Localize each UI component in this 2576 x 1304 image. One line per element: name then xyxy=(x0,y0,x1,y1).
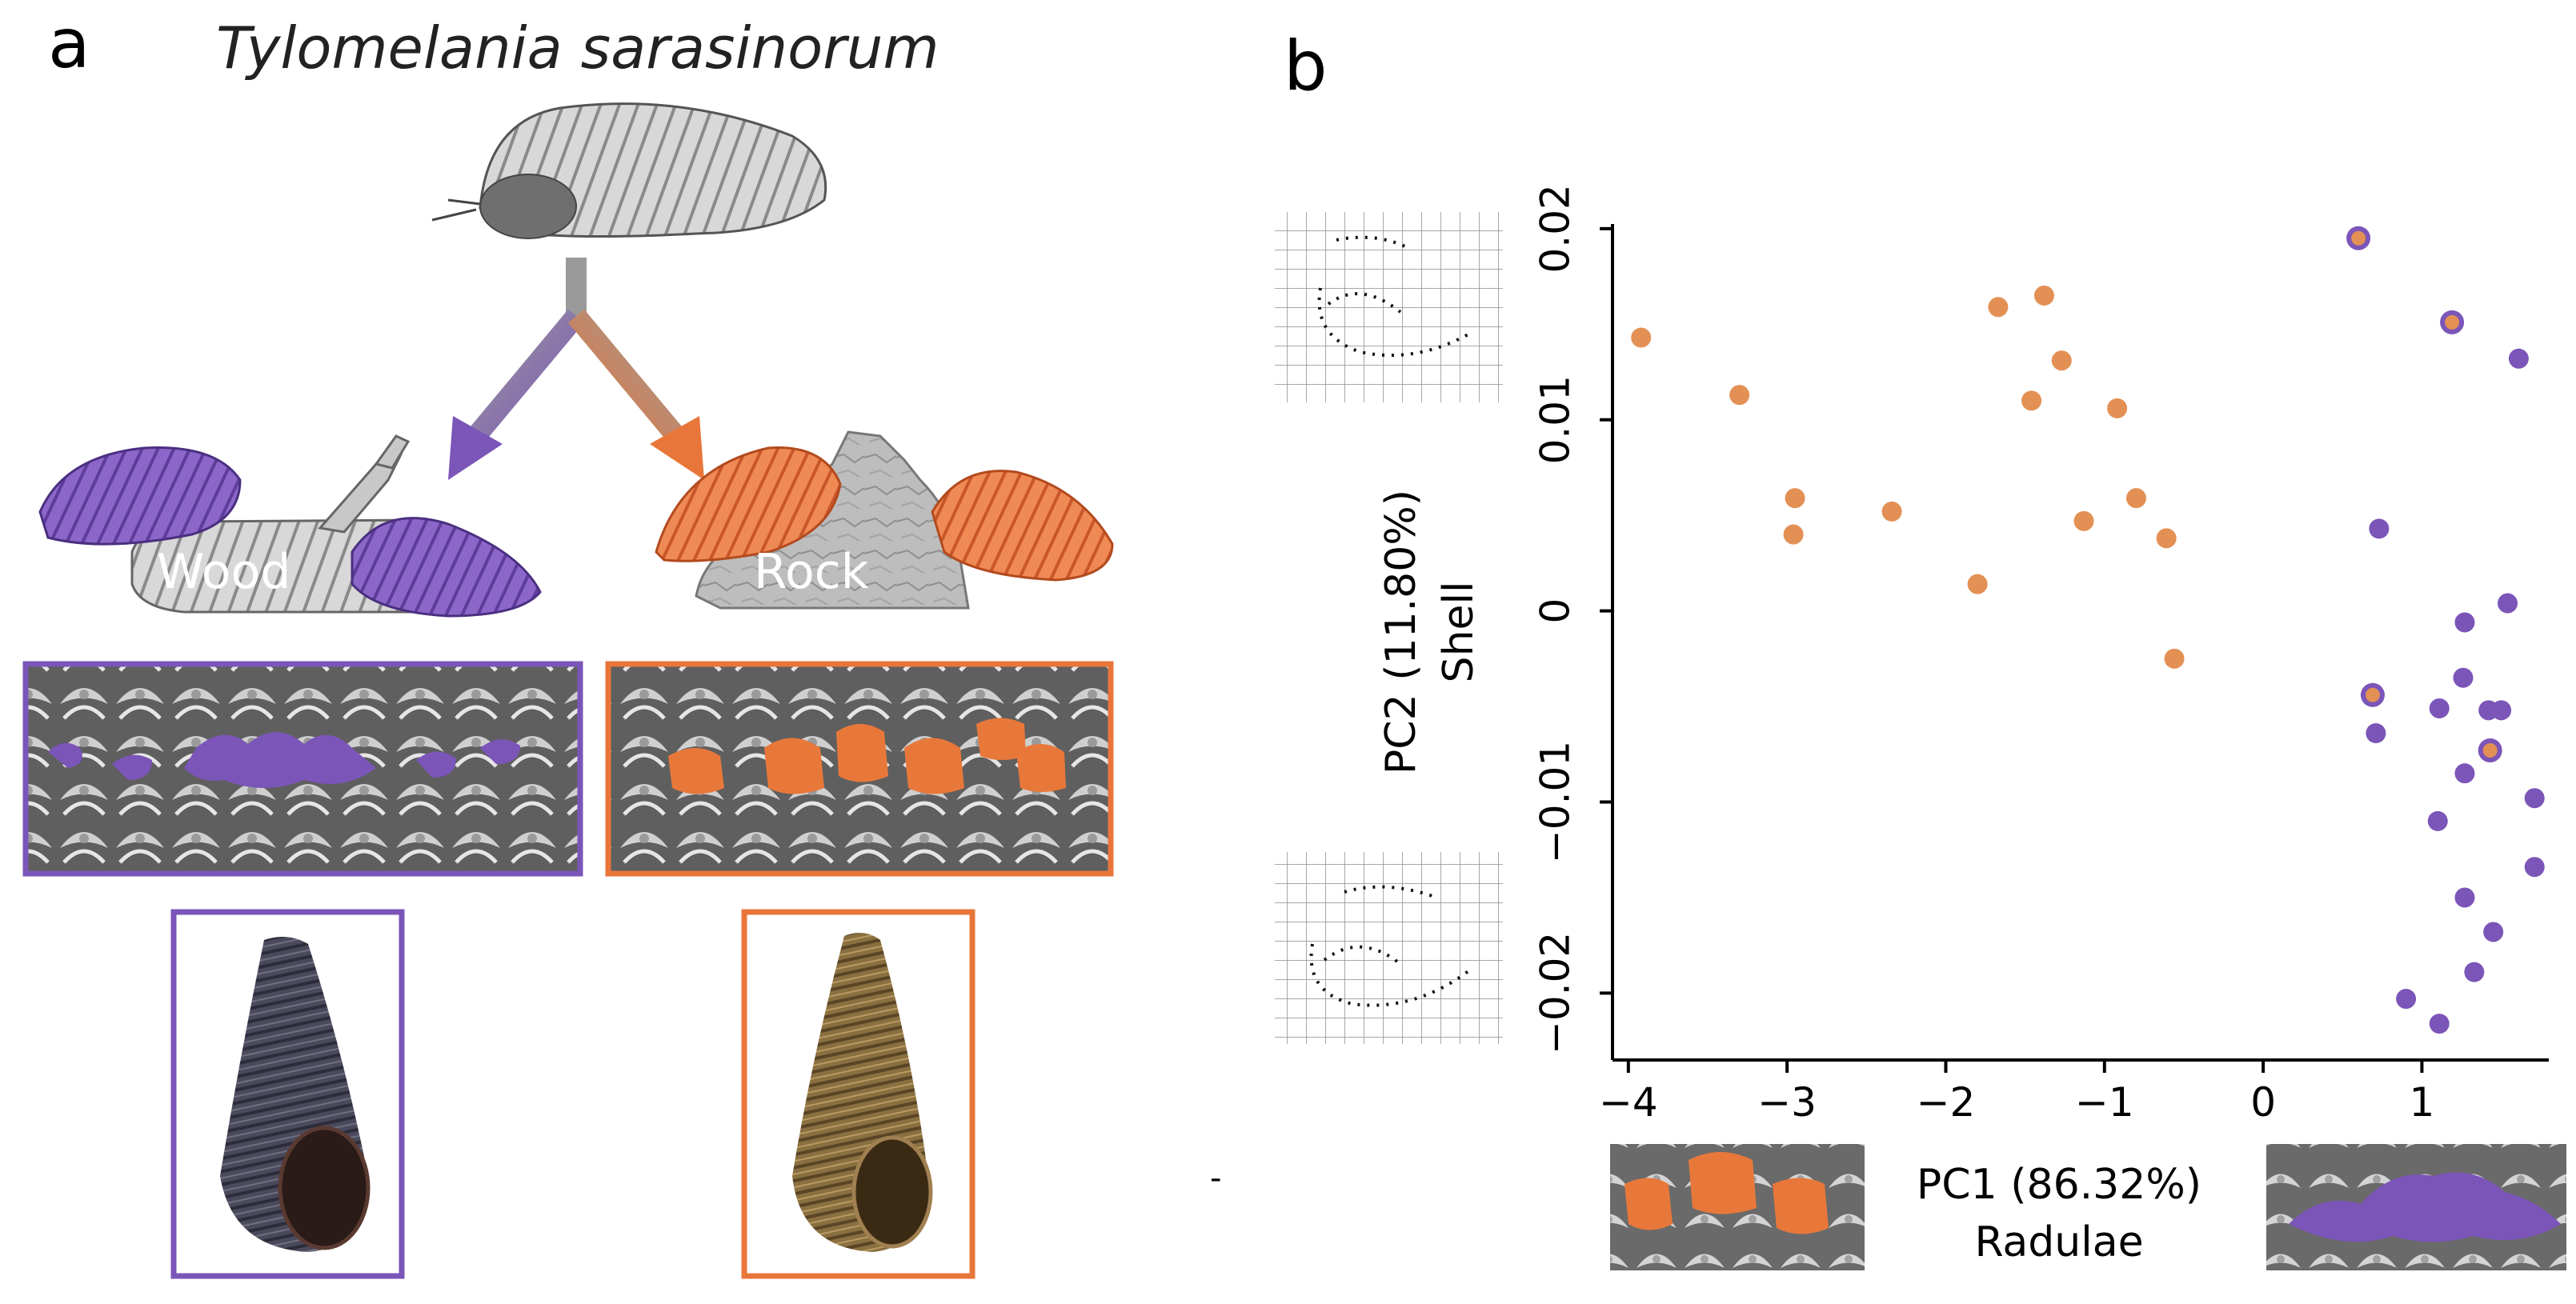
data-point xyxy=(2429,1014,2450,1034)
data-point xyxy=(2156,528,2177,549)
data-point xyxy=(2454,612,2475,633)
x-tick-label: −2 xyxy=(1917,1079,1976,1126)
panel-a-illustration: Wood Rock xyxy=(22,102,1114,1279)
y-tick-label: 0 xyxy=(1532,598,1579,624)
y-tick-label: 0.02 xyxy=(1532,184,1579,273)
x-tick-label: 0 xyxy=(2250,1079,2276,1126)
data-point xyxy=(2125,488,2146,509)
x-axis-subtitle: Radulae xyxy=(1974,1218,2143,1266)
data-point xyxy=(2454,763,2475,784)
data-point xyxy=(2051,350,2072,371)
data-point xyxy=(2369,518,2390,539)
data-point xyxy=(2366,723,2386,743)
y-tick-label: 0.01 xyxy=(1532,375,1579,464)
data-point xyxy=(2365,687,2380,702)
data-point xyxy=(1785,488,1805,509)
data-point xyxy=(1967,574,1988,594)
rock-snail-icon xyxy=(655,446,1114,582)
x-tick-label: −3 xyxy=(1757,1079,1817,1126)
y-tick-label: −0.02 xyxy=(1532,932,1579,1054)
data-point xyxy=(2524,857,2545,878)
data-point xyxy=(2033,285,2054,306)
shape-deformation-grid-bottom xyxy=(1275,852,1503,1044)
x-tick-label: 1 xyxy=(2410,1079,2435,1126)
y-axis-subtitle: Shell xyxy=(1435,582,1483,683)
data-point xyxy=(2453,667,2474,688)
data-point xyxy=(1729,385,1750,406)
substrate-label-wood: Wood xyxy=(157,544,290,600)
x-tick-label: −1 xyxy=(2075,1079,2134,1126)
plot-axes xyxy=(1611,224,2549,1062)
data-point xyxy=(1783,524,1804,545)
y-axis-title: PC2 (11.80%) xyxy=(1377,490,1425,774)
data-point xyxy=(2107,398,2128,418)
data-point xyxy=(2073,510,2094,531)
substrate-label-rock: Rock xyxy=(754,544,869,600)
split-arrow-icon xyxy=(448,258,704,480)
radula-rock-image xyxy=(605,661,1114,877)
data-point xyxy=(2429,698,2450,718)
data-point xyxy=(2396,989,2417,1010)
data-point xyxy=(1881,501,1902,522)
stray-dash: - xyxy=(1210,1160,1222,1197)
wood-snail-icon xyxy=(38,446,542,618)
x-tick-label: −4 xyxy=(1599,1079,1658,1126)
data-point xyxy=(2021,390,2042,411)
data-point xyxy=(2351,230,2366,246)
radula-rock-thumbnail xyxy=(1610,1144,1865,1270)
data-point xyxy=(2427,810,2448,831)
panel-a-letter: a xyxy=(48,4,90,84)
shell-wood-image xyxy=(170,909,405,1279)
data-point xyxy=(2445,314,2460,330)
radula-wood-image xyxy=(22,661,583,877)
data-point xyxy=(2164,648,2185,669)
data-point xyxy=(1988,297,2009,318)
data-point xyxy=(2491,700,2512,721)
shell-rock-image xyxy=(741,909,976,1279)
snail-icon xyxy=(431,102,827,239)
y-tick-label: −0.01 xyxy=(1532,741,1579,863)
radula-wood-thumbnail xyxy=(2266,1144,2566,1270)
data-point xyxy=(2508,348,2529,369)
shape-deformation-grid-top xyxy=(1275,212,1503,402)
data-point xyxy=(1631,327,1652,348)
data-point xyxy=(2464,962,2485,982)
x-axis-title: PC1 (86.32%) xyxy=(1917,1161,2201,1209)
panel-b-letter: b xyxy=(1284,26,1328,106)
species-title: Tylomelania sarasinorum xyxy=(216,14,939,82)
data-point xyxy=(2482,743,2498,758)
data-point xyxy=(2524,788,2545,809)
data-point xyxy=(2454,887,2475,908)
data-point xyxy=(2498,593,2518,614)
data-point xyxy=(2483,922,2504,942)
